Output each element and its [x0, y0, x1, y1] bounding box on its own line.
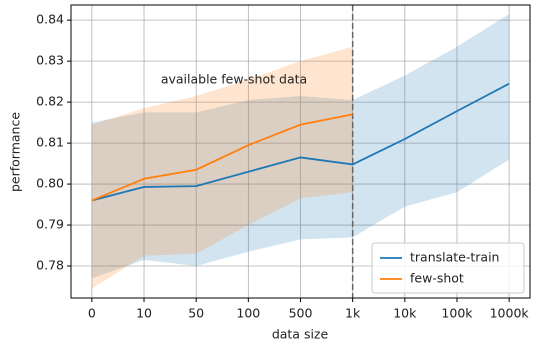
- legend-label: translate-train: [410, 250, 499, 265]
- y-tick-label: 0.84: [36, 12, 64, 27]
- plot-frame: [70, 4, 531, 299]
- x-tick-label: 100: [236, 306, 260, 321]
- y-tick-label: 0.78: [36, 258, 64, 273]
- y-tick-label: 0.80: [36, 176, 64, 191]
- x-tick-label: 50: [188, 306, 204, 321]
- x-tick-label: 10k: [393, 306, 417, 321]
- legend-box: [371, 242, 525, 294]
- x-tick-label: 10: [136, 306, 152, 321]
- y-tick-label: 0.79: [36, 217, 64, 232]
- legend-label: few-shot: [410, 271, 464, 286]
- annotation: available few-shot data: [161, 72, 307, 87]
- x-axis-label: data size: [272, 327, 329, 342]
- x-tick-label: 500: [289, 306, 313, 321]
- y-tick-label: 0.81: [36, 135, 64, 150]
- y-axis-label: performance: [8, 112, 23, 192]
- x-tick-label: 1k: [345, 306, 361, 321]
- x-tick-label: 1000k: [490, 306, 530, 321]
- confidence-band: [91, 14, 510, 279]
- x-tick-label: 0: [88, 306, 96, 321]
- line: [91, 113, 353, 202]
- confidence-band: [91, 46, 353, 289]
- y-tick-label: 0.82: [36, 94, 64, 109]
- y-tick-label: 0.83: [36, 53, 64, 68]
- x-tick-label: 100k: [441, 306, 473, 321]
- line: [91, 82, 510, 202]
